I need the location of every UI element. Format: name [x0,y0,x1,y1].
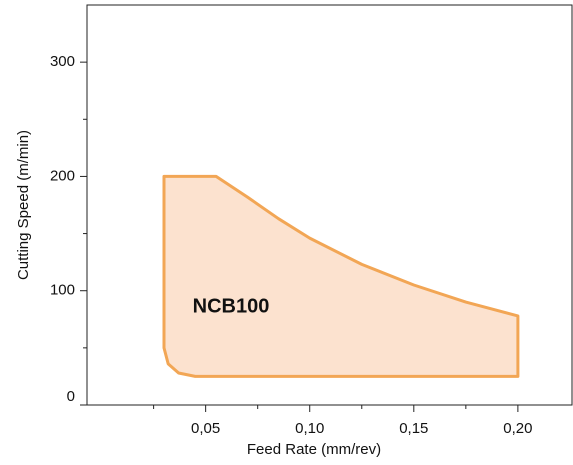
y-tick-label: 300 [50,53,75,70]
region-label: NCB100 [193,295,270,317]
x-tick-label: 0,20 [503,420,532,437]
x-axis-label: Feed Rate (mm/rev) [247,441,381,458]
x-tick-label: 0,10 [295,420,324,437]
x-tick-label: 0,05 [191,420,220,437]
y-tick-label: 0 [67,388,75,405]
x-tick-label: 0,15 [399,420,428,437]
region [162,174,520,378]
y-tick-label: 200 [50,167,75,184]
y-tick-label: 100 [50,282,75,299]
plot-area [162,174,520,378]
plot-frame [86,4,573,406]
y-axis-label: Cutting Speed (m/min) [15,130,32,280]
